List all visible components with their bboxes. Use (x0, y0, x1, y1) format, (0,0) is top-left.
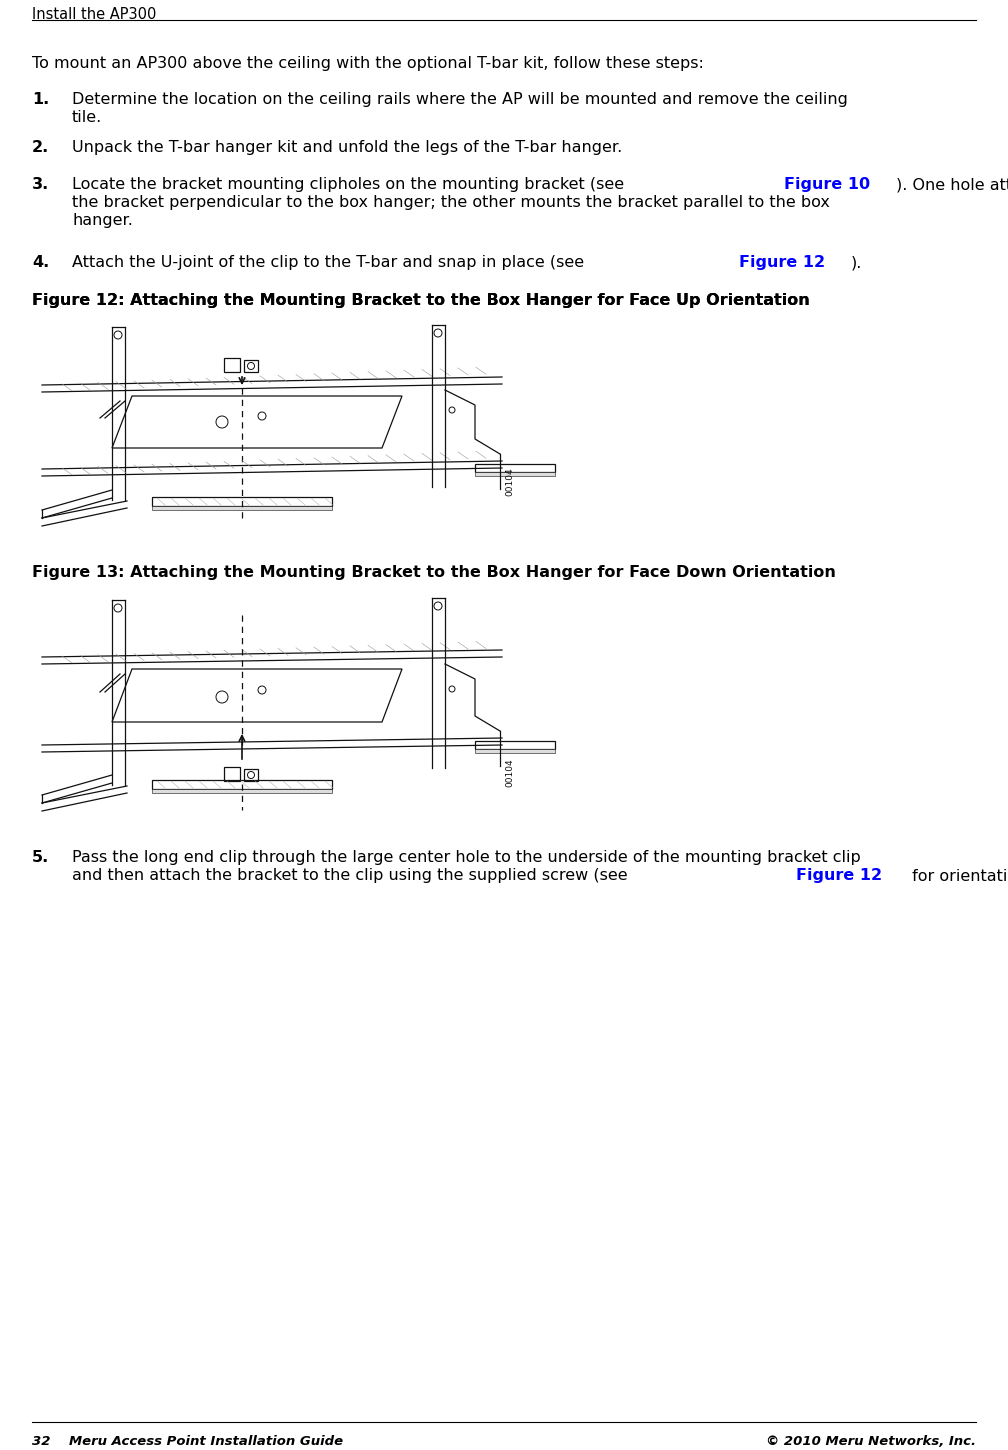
Bar (224, 358, 240, 373)
Bar (475, 473, 555, 476)
Text: Figure 12: Figure 12 (740, 255, 826, 270)
Text: ).: ). (851, 255, 862, 270)
Text: 1.: 1. (32, 91, 49, 107)
Text: Figure 12: Attaching the Mounting Bracket to the Box Hanger for Face Up Orientat: Figure 12: Attaching the Mounting Bracke… (32, 293, 809, 307)
Text: 00104: 00104 (505, 758, 514, 787)
Bar (475, 750, 555, 753)
Text: hanger.: hanger. (72, 213, 133, 228)
Text: Determine the location on the ceiling rails where the AP will be mounted and rem: Determine the location on the ceiling ra… (72, 91, 848, 107)
Text: Figure 12: Figure 12 (795, 869, 882, 883)
Bar (244, 768, 258, 782)
Text: Figure 12: Attaching the Mounting Bracket to the Box Hanger for Face Up Orientat: Figure 12: Attaching the Mounting Bracke… (32, 293, 809, 307)
Text: To mount an AP300 above the ceiling with the optional T-bar kit, follow these st: To mount an AP300 above the ceiling with… (32, 57, 704, 71)
Bar (152, 497, 332, 506)
Text: 32    Meru Access Point Installation Guide: 32 Meru Access Point Installation Guide (32, 1436, 343, 1449)
Text: Install the AP300: Install the AP300 (32, 7, 156, 22)
Text: the bracket perpendicular to the box hanger; the other mounts the bracket parall: the bracket perpendicular to the box han… (72, 194, 830, 210)
Text: 4.: 4. (32, 255, 49, 270)
Text: Attach the U-joint of the clip to the T-bar and snap in place (see: Attach the U-joint of the clip to the T-… (72, 255, 590, 270)
Text: Locate the bracket mounting clipholes on the mounting bracket (see: Locate the bracket mounting clipholes on… (72, 177, 624, 191)
Text: Figure 13: Attaching the Mounting Bracket to the Box Hanger for Face Down Orient: Figure 13: Attaching the Mounting Bracke… (32, 566, 836, 580)
Text: and then attach the bracket to the clip using the supplied screw (see: and then attach the bracket to the clip … (72, 869, 633, 883)
Text: © 2010 Meru Networks, Inc.: © 2010 Meru Networks, Inc. (766, 1436, 976, 1449)
Text: Pass the long end clip through the large center hole to the underside of the mou: Pass the long end clip through the large… (72, 850, 861, 866)
Bar (224, 767, 240, 782)
Text: tile.: tile. (72, 110, 102, 125)
Text: 3.: 3. (32, 177, 49, 191)
Bar (152, 780, 332, 789)
Bar (475, 741, 555, 750)
Text: for orientation).: for orientation). (906, 869, 1008, 883)
Bar (152, 789, 332, 793)
Bar (244, 360, 258, 373)
Text: Figure 10: Figure 10 (784, 177, 871, 191)
Text: 2.: 2. (32, 141, 49, 155)
Text: 00104: 00104 (505, 468, 514, 496)
Bar (152, 506, 332, 510)
Bar (475, 464, 555, 473)
Text: ). One hole attaches: ). One hole attaches (895, 177, 1008, 191)
Text: 5.: 5. (32, 850, 49, 866)
Text: Unpack the T-bar hanger kit and unfold the legs of the T-bar hanger.: Unpack the T-bar hanger kit and unfold t… (72, 141, 622, 155)
